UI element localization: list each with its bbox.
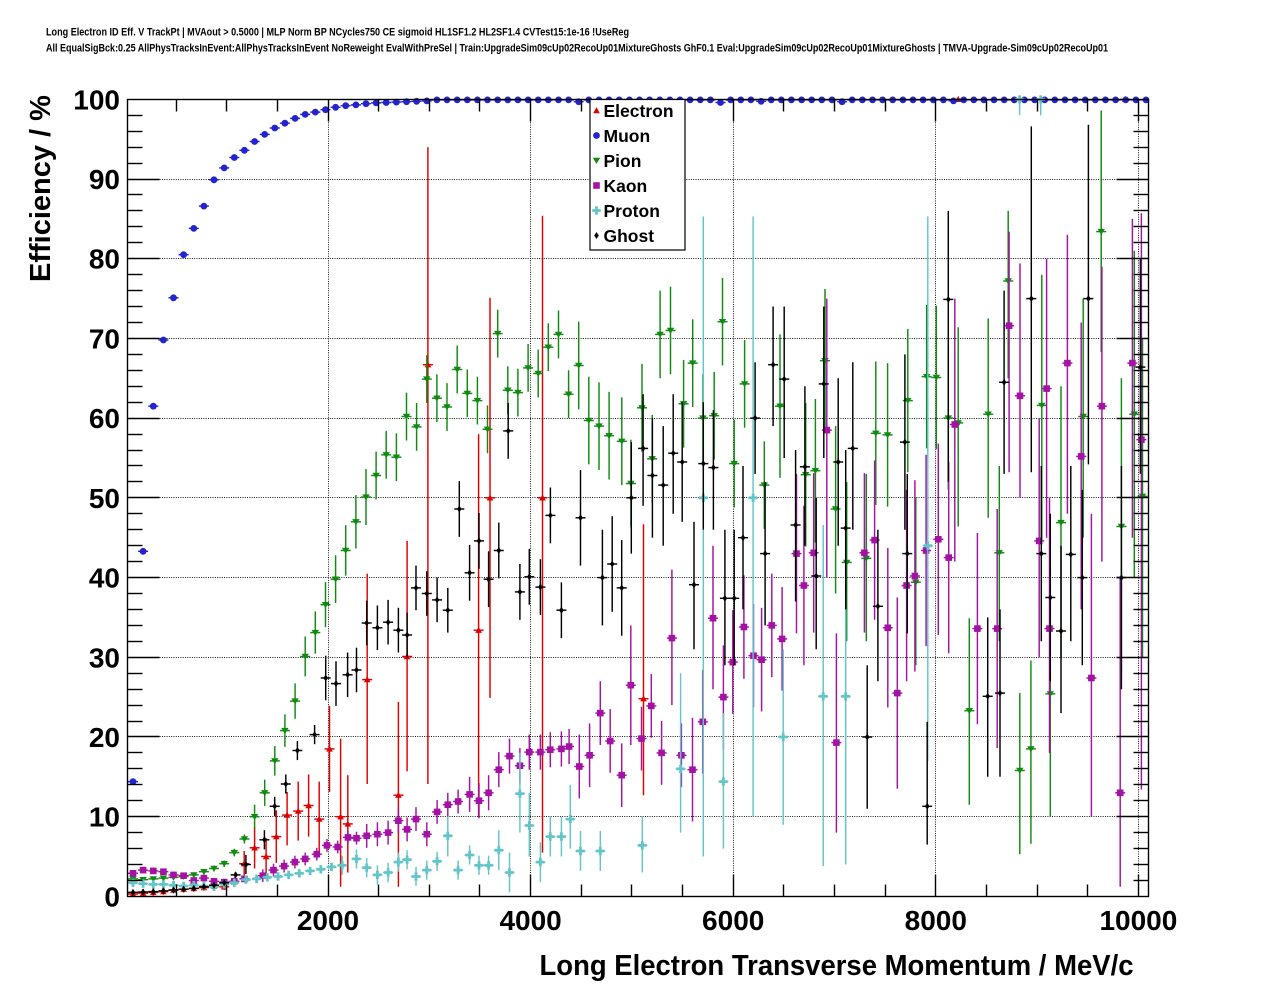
svg-text:70: 70	[89, 323, 120, 354]
svg-text:30: 30	[89, 642, 120, 673]
svg-text:Efficiency / %: Efficiency / %	[25, 95, 57, 282]
svg-text:Electron: Electron	[604, 101, 674, 121]
svg-text:20: 20	[89, 722, 120, 753]
svg-text:10: 10	[89, 802, 120, 833]
svg-text:100: 100	[73, 84, 120, 115]
svg-text:6000: 6000	[702, 905, 764, 936]
svg-text:Long Electron ID Eff. V TrackP: Long Electron ID Eff. V TrackPt | MVAout…	[46, 27, 629, 39]
svg-text:8000: 8000	[905, 905, 967, 936]
svg-text:Ghost: Ghost	[604, 226, 655, 246]
svg-text:50: 50	[89, 483, 120, 514]
svg-text:4000: 4000	[499, 905, 561, 936]
svg-text:Kaon: Kaon	[604, 176, 648, 196]
svg-text:0: 0	[104, 881, 120, 912]
svg-text:All EqualSigBck:0.25 AllPhysTr: All EqualSigBck:0.25 AllPhysTracksInEven…	[46, 43, 1108, 55]
svg-text:10000: 10000	[1099, 905, 1177, 936]
svg-text:90: 90	[89, 164, 120, 195]
svg-text:80: 80	[89, 244, 120, 275]
svg-text:Pion: Pion	[604, 151, 642, 171]
svg-text:Long Electron Transverse Momen: Long Electron Transverse Momentum / MeV/…	[540, 950, 1134, 982]
svg-text:2000: 2000	[297, 905, 359, 936]
svg-text:Proton: Proton	[604, 201, 660, 221]
svg-text:40: 40	[89, 563, 120, 594]
svg-text:60: 60	[89, 403, 120, 434]
svg-text:Muon: Muon	[604, 126, 651, 146]
